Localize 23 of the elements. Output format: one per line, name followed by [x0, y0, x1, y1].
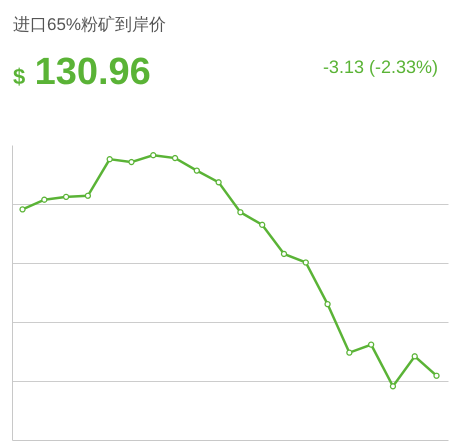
- point: [280, 250, 288, 258]
- point: [412, 353, 418, 360]
- point: [215, 179, 222, 186]
- point: [106, 156, 113, 162]
- chart-subtitle: $ 130.96: [13, 51, 151, 93]
- point: [259, 222, 266, 228]
- point: [433, 372, 440, 379]
- point: [390, 383, 396, 390]
- point: [84, 192, 92, 199]
- point: [194, 167, 200, 174]
- point: [237, 209, 244, 216]
- point: [346, 349, 353, 356]
- point: [324, 300, 331, 308]
- point: [302, 259, 309, 266]
- point: [172, 154, 178, 162]
- point: [128, 158, 135, 166]
- chart-title: 进口65%粉矿到岸价: [13, 14, 166, 36]
- point: [41, 196, 48, 203]
- point: [62, 194, 70, 200]
- text: -3.13 (-2.33%): [322, 56, 438, 79]
- point: [150, 152, 156, 158]
- point: [19, 206, 26, 213]
- point: [368, 341, 374, 348]
